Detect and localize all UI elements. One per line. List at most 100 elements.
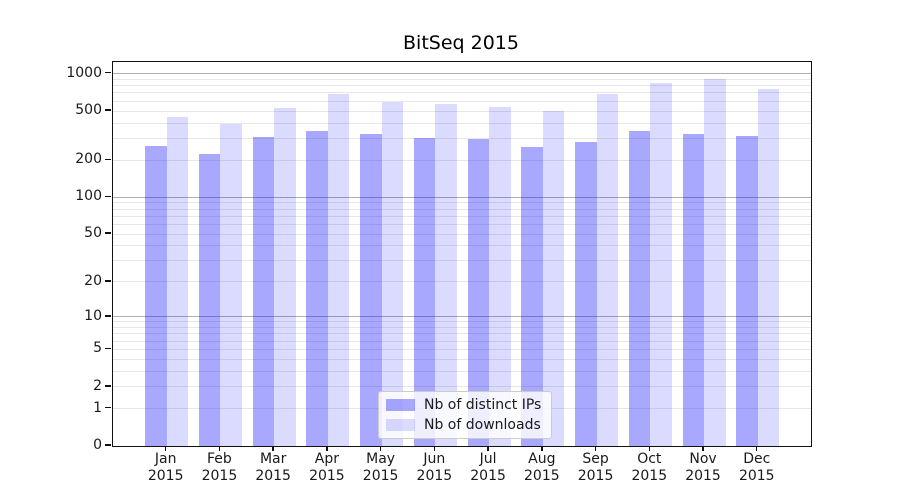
legend-label-downloads: Nb of downloads bbox=[424, 417, 541, 433]
gridline-400 bbox=[113, 122, 811, 124]
gridline-600 bbox=[113, 100, 811, 102]
bar-downloads-feb bbox=[220, 124, 242, 446]
gridline-60 bbox=[113, 224, 811, 226]
bar-downloads-sep bbox=[596, 93, 619, 446]
y-tick-mark bbox=[105, 280, 111, 282]
y-tick-mark bbox=[105, 158, 111, 160]
bar-downloads-aug bbox=[542, 111, 565, 446]
gridline-70 bbox=[113, 215, 811, 217]
bar-ips-apr bbox=[306, 130, 328, 446]
legend: Nb of distinct IPs Nb of downloads bbox=[378, 391, 553, 439]
y-tick-label-1000: 1000 bbox=[66, 64, 102, 81]
y-tick-mark bbox=[105, 195, 111, 198]
x-tick-mark bbox=[165, 446, 167, 452]
y-tick-label-0: 0 bbox=[93, 437, 102, 453]
gridline-50 bbox=[113, 233, 811, 235]
gridline-800 bbox=[113, 85, 811, 87]
y-tick-mark bbox=[105, 347, 111, 350]
legend-item-downloads: Nb of downloads bbox=[386, 416, 541, 434]
y-tick-label-50: 50 bbox=[84, 225, 102, 242]
chart-title: BitSeq 2015 bbox=[403, 32, 519, 54]
gridline-1000 bbox=[113, 73, 811, 75]
gridline-6 bbox=[113, 340, 811, 342]
legend-item-distinct-ips: Nb of distinct IPs bbox=[386, 396, 541, 414]
gridline-8 bbox=[113, 327, 811, 329]
gridline-200 bbox=[113, 159, 811, 161]
y-tick-mark bbox=[105, 109, 111, 111]
x-tick-mark bbox=[433, 446, 436, 452]
x-tick-mark bbox=[594, 446, 597, 452]
x-tick-mark bbox=[541, 446, 543, 452]
y-tick-mark bbox=[105, 385, 111, 387]
y-tick-mark bbox=[105, 406, 111, 409]
gridline-7 bbox=[113, 333, 811, 335]
gridline-2 bbox=[113, 386, 811, 388]
gridline-80 bbox=[113, 208, 811, 210]
x-tick-mark bbox=[648, 446, 650, 452]
bar-ips-may bbox=[360, 134, 382, 446]
gridline-9 bbox=[113, 321, 811, 323]
bar-downloads-jul bbox=[489, 106, 511, 446]
x-tick-mark bbox=[756, 446, 758, 452]
y-tick-label-5: 5 bbox=[93, 340, 102, 357]
y-tick-label-10: 10 bbox=[84, 307, 102, 324]
bar-ips-mar bbox=[252, 137, 275, 446]
x-tick-mark bbox=[218, 446, 221, 452]
gridline-10 bbox=[113, 316, 811, 318]
bar-downloads-jan bbox=[166, 117, 189, 446]
bar-downloads-oct bbox=[650, 83, 672, 446]
bar-downloads-may bbox=[381, 101, 404, 446]
x-tick-label-apr: Apr 2015 bbox=[309, 451, 345, 484]
plot-area bbox=[112, 61, 812, 447]
x-tick-label-jul: Jul 2015 bbox=[470, 451, 506, 484]
gridline-100 bbox=[113, 196, 811, 198]
x-tick-mark bbox=[272, 446, 274, 452]
bar-downloads-mar bbox=[274, 107, 296, 446]
legend-swatch-downloads bbox=[386, 419, 415, 431]
x-tick-label-mar: Mar 2015 bbox=[255, 451, 291, 484]
x-tick-label-dec: Dec 2015 bbox=[738, 451, 775, 484]
x-tick-label-may: May 2015 bbox=[362, 451, 399, 484]
x-tick-label-nov: Nov 2015 bbox=[685, 451, 721, 484]
x-tick-label-aug: Aug 2015 bbox=[524, 451, 560, 484]
bar-ips-oct bbox=[628, 130, 651, 446]
y-tick-label-200: 200 bbox=[75, 151, 102, 168]
gridline-5 bbox=[113, 348, 811, 350]
legend-swatch-distinct-ips bbox=[386, 399, 415, 411]
gridline-40 bbox=[113, 245, 811, 247]
bar-ips-nov bbox=[682, 133, 705, 446]
gridline-30 bbox=[113, 260, 811, 262]
y-tick-mark bbox=[105, 232, 111, 234]
bar-ips-dec bbox=[736, 136, 758, 446]
y-tick-mark bbox=[105, 315, 111, 317]
y-tick-label-2: 2 bbox=[93, 377, 102, 394]
x-tick-label-jun: Jun 2015 bbox=[416, 451, 453, 484]
bar-downloads-nov bbox=[704, 79, 726, 446]
y-tick-label-500: 500 bbox=[75, 102, 102, 119]
gridline-4 bbox=[113, 358, 811, 360]
x-tick-label-sep: Sep 2015 bbox=[577, 451, 614, 484]
y-tick-label-100: 100 bbox=[75, 188, 102, 205]
x-tick-mark bbox=[702, 446, 704, 452]
x-tick-label-jan: Jan 2015 bbox=[147, 451, 184, 484]
x-tick-mark bbox=[379, 446, 382, 452]
bar-downloads-dec bbox=[757, 88, 780, 446]
gridline-700 bbox=[113, 92, 811, 94]
x-tick-mark bbox=[326, 446, 328, 452]
bar-ips-jul bbox=[467, 138, 490, 446]
bar-ips-jun bbox=[413, 137, 436, 446]
x-tick-label-oct: Oct 2015 bbox=[631, 451, 668, 484]
y-tick-label-1: 1 bbox=[93, 399, 102, 416]
y-tick-mark bbox=[105, 72, 111, 74]
bar-ips-feb bbox=[198, 154, 221, 446]
gridline-500 bbox=[113, 110, 811, 112]
bar-downloads-apr bbox=[327, 93, 350, 446]
gridline-20 bbox=[113, 281, 811, 283]
legend-label-distinct-ips: Nb of distinct IPs bbox=[424, 397, 542, 413]
bar-ips-jan bbox=[145, 146, 167, 446]
gridline-300 bbox=[113, 138, 811, 140]
x-tick-label-feb: Feb 2015 bbox=[201, 451, 238, 484]
gridline-900 bbox=[113, 78, 811, 80]
bar-ips-sep bbox=[575, 142, 597, 446]
